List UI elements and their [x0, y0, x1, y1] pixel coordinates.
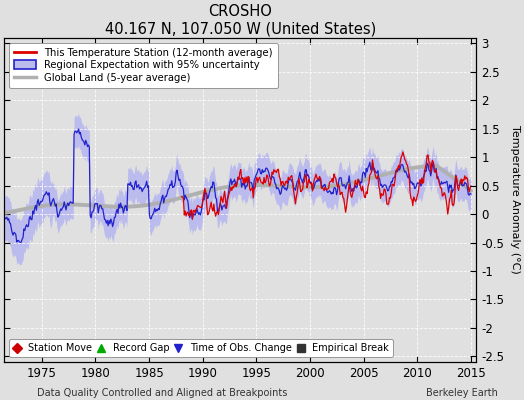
Text: Berkeley Earth: Berkeley Earth — [426, 388, 498, 398]
Legend: Station Move, Record Gap, Time of Obs. Change, Empirical Break: Station Move, Record Gap, Time of Obs. C… — [9, 339, 393, 357]
Title: CROSHO
40.167 N, 107.050 W (United States): CROSHO 40.167 N, 107.050 W (United State… — [105, 4, 376, 36]
Text: Data Quality Controlled and Aligned at Breakpoints: Data Quality Controlled and Aligned at B… — [37, 388, 287, 398]
Y-axis label: Temperature Anomaly (°C): Temperature Anomaly (°C) — [510, 126, 520, 274]
